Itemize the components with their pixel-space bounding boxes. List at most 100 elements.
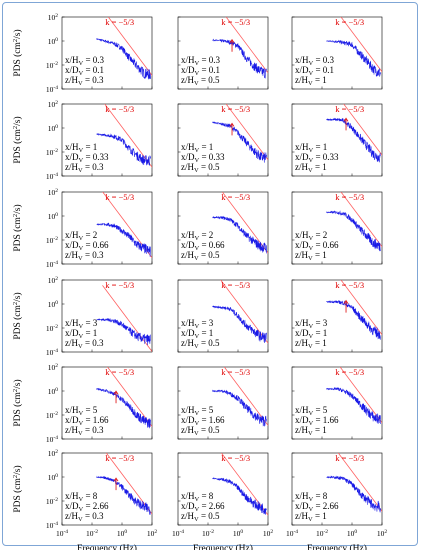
- ann-value: 0.3: [92, 338, 104, 348]
- x-tick-label: 100: [117, 529, 128, 538]
- ann-eq: =: [313, 230, 323, 240]
- ann-value: 5: [93, 405, 98, 415]
- ann-value: 0.1: [323, 65, 334, 75]
- panel-axes: [61, 452, 153, 526]
- tick-exponent: 2: [55, 188, 58, 194]
- x-tick-label: 10-2: [86, 529, 98, 538]
- y-axis-label-sup: 2: [12, 39, 19, 42]
- position-x-over-diameter: x/DV = 0.33: [65, 152, 109, 164]
- slope-label: k = −5/3: [221, 17, 250, 27]
- ann-var: z/H: [65, 162, 78, 172]
- tick-base: 10: [46, 260, 54, 269]
- tick-exponent: -4: [53, 260, 58, 266]
- slope-reference-line: [225, 17, 268, 74]
- spectrum-panel: k = −5/3x/HV = 2x/DV = 0.66z/HV = 0.5: [177, 191, 269, 265]
- y-tick-label: 10-4: [46, 348, 58, 357]
- panel-axes: [177, 366, 269, 440]
- ann-sub: V: [195, 506, 200, 513]
- position-z-over-height: z/HV = 0.5: [181, 511, 220, 523]
- slope-reference-line: [343, 104, 382, 156]
- x-tick-label: 10-4: [172, 529, 184, 538]
- ann-sub: V: [195, 420, 200, 427]
- ann-eq: =: [313, 318, 323, 328]
- panel-axes: [291, 366, 383, 440]
- tick-base: 10: [46, 348, 54, 357]
- y-axis-label-tail: /s): [12, 292, 23, 302]
- position-x-over-diameter: x/DV = 1: [295, 328, 327, 340]
- x-tick-label: 10-2: [202, 529, 214, 538]
- y-axis-label: PDS (cm2/s): [12, 379, 23, 426]
- y-tick-label: 100: [48, 124, 59, 133]
- ann-value: 0.3: [93, 55, 105, 65]
- ann-sub: V: [194, 343, 199, 350]
- position-x-over-height: x/HV = 1: [65, 142, 97, 154]
- ann-eq: =: [313, 491, 323, 501]
- tick-base: 10: [46, 236, 54, 245]
- ann-eq: =: [83, 338, 93, 348]
- x-axis-label: Frequency (Hz): [193, 543, 253, 550]
- spectrum-line: [212, 121, 267, 163]
- ann-eq: =: [313, 240, 323, 250]
- ann-sub: V: [309, 420, 314, 427]
- y-tick-label: 10-2: [46, 61, 58, 70]
- ann-value: 2.66: [323, 501, 339, 511]
- position-x-over-diameter: x/DV = 1.66: [295, 415, 339, 427]
- ann-var: x/D: [295, 65, 309, 75]
- ann-eq: =: [199, 162, 209, 172]
- ann-sub: V: [308, 167, 313, 174]
- tick-exponent: 0: [124, 529, 127, 535]
- ann-sub: V: [79, 60, 84, 67]
- position-z-over-height: z/HV = 1: [295, 162, 327, 174]
- ann-value: 2.66: [93, 501, 109, 511]
- tick-exponent: 0: [354, 529, 357, 535]
- tick-base: 10: [48, 387, 56, 396]
- position-z-over-height: z/HV = 0.3: [65, 75, 104, 87]
- ann-sub: V: [309, 60, 314, 67]
- ann-var: x/D: [295, 501, 309, 511]
- panel-axes: [291, 191, 383, 265]
- y-tick-label: 102: [48, 188, 59, 197]
- position-x-over-diameter: x/DV = 0.1: [65, 65, 104, 77]
- ann-eq: =: [199, 75, 209, 85]
- ann-sub: V: [79, 157, 84, 164]
- ann-var: z/H: [295, 511, 308, 521]
- ann-eq: =: [83, 318, 93, 328]
- ann-eq: =: [83, 425, 93, 435]
- ann-sub: V: [78, 516, 83, 523]
- tick-base: 10: [46, 148, 54, 157]
- ann-var: x/H: [181, 318, 195, 328]
- spectrum-line: [212, 389, 267, 427]
- position-z-over-height: z/HV = 1: [295, 250, 327, 262]
- panel-axes: [61, 16, 153, 90]
- spectrum-line: [326, 210, 381, 252]
- y-axis-label: PDS (cm2/s): [12, 465, 23, 512]
- panel-axes: [61, 279, 153, 353]
- y-tick-label: 10-2: [46, 411, 58, 420]
- ann-eq: =: [199, 250, 209, 260]
- ann-value: 0.5: [208, 75, 220, 85]
- ann-value: 0.3: [323, 55, 335, 65]
- tick-base: 10: [347, 529, 355, 538]
- ann-var: x/H: [65, 318, 79, 328]
- ann-sub: V: [309, 235, 314, 242]
- ann-var: x/H: [295, 142, 309, 152]
- position-x-over-diameter: x/DV = 0.33: [295, 152, 339, 164]
- ann-sub: V: [79, 323, 84, 330]
- ann-sub: V: [79, 235, 84, 242]
- ann-eq: =: [83, 250, 93, 260]
- position-z-over-height: z/HV = 0.5: [181, 250, 220, 262]
- x-axis-label: Frequency (Hz): [77, 543, 137, 550]
- ann-sub: V: [195, 323, 200, 330]
- slope-label: k = −5/3: [105, 367, 134, 377]
- ann-sub: V: [79, 420, 84, 427]
- ann-sub: V: [309, 496, 314, 503]
- ann-var: x/D: [65, 65, 79, 75]
- spectrum-line: [96, 318, 151, 346]
- ann-var: x/D: [181, 328, 195, 338]
- ann-value: 3: [323, 318, 328, 328]
- ann-eq: =: [313, 152, 323, 162]
- slope-reference-line: [107, 17, 152, 76]
- ann-var: x/H: [181, 142, 195, 152]
- tick-base: 10: [46, 435, 54, 444]
